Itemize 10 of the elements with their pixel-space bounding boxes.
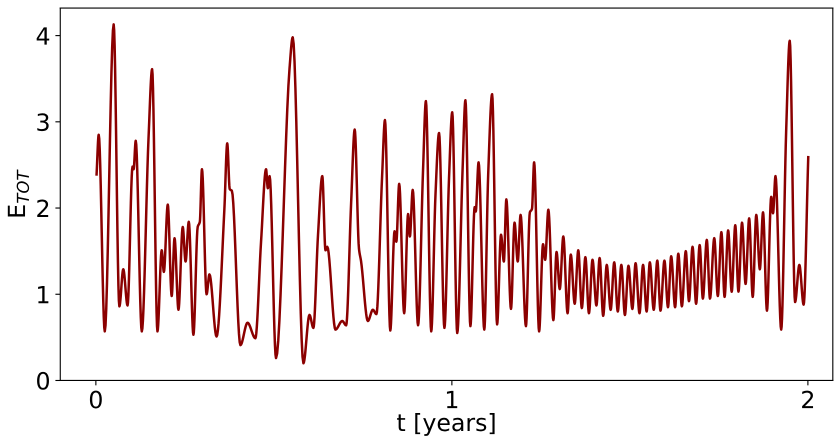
y-tick-label: 2 — [37, 199, 48, 218]
y-tick-label: 4 — [36, 27, 50, 45]
x-tick-label: 2 — [802, 390, 814, 408]
y-axis-title: E$_{TOT}$ — [8, 169, 30, 216]
x-tick-label: 1 — [446, 390, 458, 408]
y-tick-label: 1 — [38, 286, 48, 304]
x-axis-title: t [years] — [397, 413, 495, 436]
y-tick-label: 3 — [37, 113, 49, 132]
y-tick-label: 0 — [37, 372, 49, 390]
x-tick-label: 0 — [90, 390, 102, 408]
